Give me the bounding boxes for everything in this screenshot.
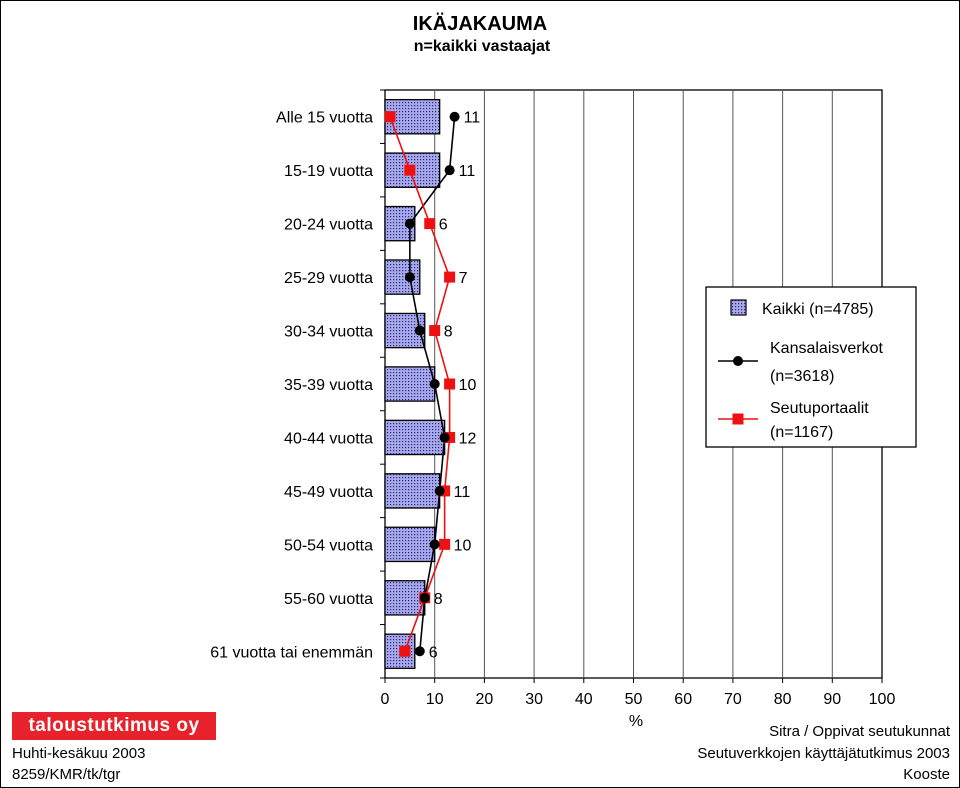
x-tick-label: 10 — [426, 691, 444, 708]
point-circle — [444, 165, 455, 176]
footer-study: Seutuverkkojen käyttäjätutkimus 2003 — [697, 745, 950, 762]
legend-swatch-bar — [730, 299, 747, 316]
chart-title: IKÄJAKAUMA — [413, 12, 547, 35]
legend-label: Seutuportaalit — [770, 400, 869, 417]
data-label: 6 — [439, 217, 448, 234]
legend-marker-square — [732, 413, 744, 425]
point-square — [439, 538, 451, 550]
point-circle — [404, 218, 415, 229]
point-circle — [414, 325, 425, 336]
category-label: 20-24 vuotta — [284, 217, 373, 234]
footer-date: Huhti-kesäkuu 2003 — [12, 745, 145, 762]
point-circle — [414, 646, 425, 657]
point-circle — [429, 539, 440, 550]
category-label: 30-34 vuotta — [284, 324, 373, 341]
footer-note: Kooste — [903, 766, 950, 783]
point-square — [399, 645, 411, 657]
bar — [384, 580, 426, 616]
category-label: Alle 15 vuotta — [276, 110, 373, 127]
category-label: 25-29 vuotta — [284, 270, 373, 287]
x-tick-label: 80 — [774, 691, 792, 708]
x-tick-label: 20 — [476, 691, 494, 708]
category-label: 55-60 vuotta — [284, 591, 373, 608]
x-tick-label: 0 — [381, 691, 390, 708]
data-label: 8 — [434, 591, 443, 608]
x-axis-label: % — [629, 713, 643, 730]
x-tick-label: 40 — [575, 691, 593, 708]
data-label: 10 — [459, 377, 477, 394]
data-label: 11 — [454, 484, 471, 501]
point-circle — [429, 379, 440, 389]
point-circle — [419, 592, 430, 603]
bar — [384, 419, 446, 456]
data-label: 11 — [459, 163, 476, 180]
data-label: 12 — [459, 430, 477, 447]
category-label: 45-49 vuotta — [284, 484, 373, 501]
legend-marker-circle — [733, 356, 743, 366]
legend-label: (n=3618) — [770, 368, 835, 385]
point-circle — [449, 111, 460, 122]
legend-label: Kansalaisverkot — [770, 340, 884, 357]
legend-label: Kaikki (n=4785) — [762, 301, 874, 318]
data-label: 11 — [464, 110, 481, 127]
point-circle — [404, 272, 415, 283]
category-label: 15-19 vuotta — [284, 163, 373, 180]
data-label: 6 — [429, 644, 438, 661]
category-label: 35-39 vuotta — [284, 377, 373, 394]
x-tick-label: 100 — [869, 691, 896, 708]
point-square — [429, 325, 441, 337]
footer-client: Sitra / Oppivat seutukunnat — [769, 723, 951, 740]
point-circle — [434, 485, 445, 496]
data-label: 7 — [459, 270, 468, 287]
category-label: 61 vuotta tai enemmän — [210, 644, 373, 661]
x-tick-label: 90 — [823, 691, 841, 708]
point-circle — [439, 432, 450, 443]
x-tick-label: 60 — [674, 691, 692, 708]
chart-subtitle: n=kaikki vastaajat — [414, 38, 551, 55]
company-logo-text: taloustutkimus oy — [28, 715, 200, 736]
x-tick-label: 70 — [724, 691, 742, 708]
category-label: 40-44 vuotta — [284, 430, 373, 447]
x-tick-label: 30 — [525, 691, 543, 708]
point-square — [444, 271, 456, 283]
bar — [384, 526, 436, 563]
company-logo: taloustutkimus oy — [12, 712, 216, 740]
bar — [384, 366, 436, 402]
point-square — [424, 218, 436, 230]
data-label: 8 — [444, 324, 453, 341]
point-square — [444, 378, 456, 390]
x-tick-label: 50 — [625, 691, 643, 708]
bar — [384, 473, 441, 509]
point-square — [384, 111, 396, 123]
footer-code: 8259/KMR/tk/tgr — [12, 766, 120, 783]
data-label: 10 — [454, 537, 472, 554]
legend-label: (n=1167) — [770, 424, 833, 441]
point-square — [404, 164, 416, 176]
category-label: 50-54 vuotta — [284, 537, 373, 554]
